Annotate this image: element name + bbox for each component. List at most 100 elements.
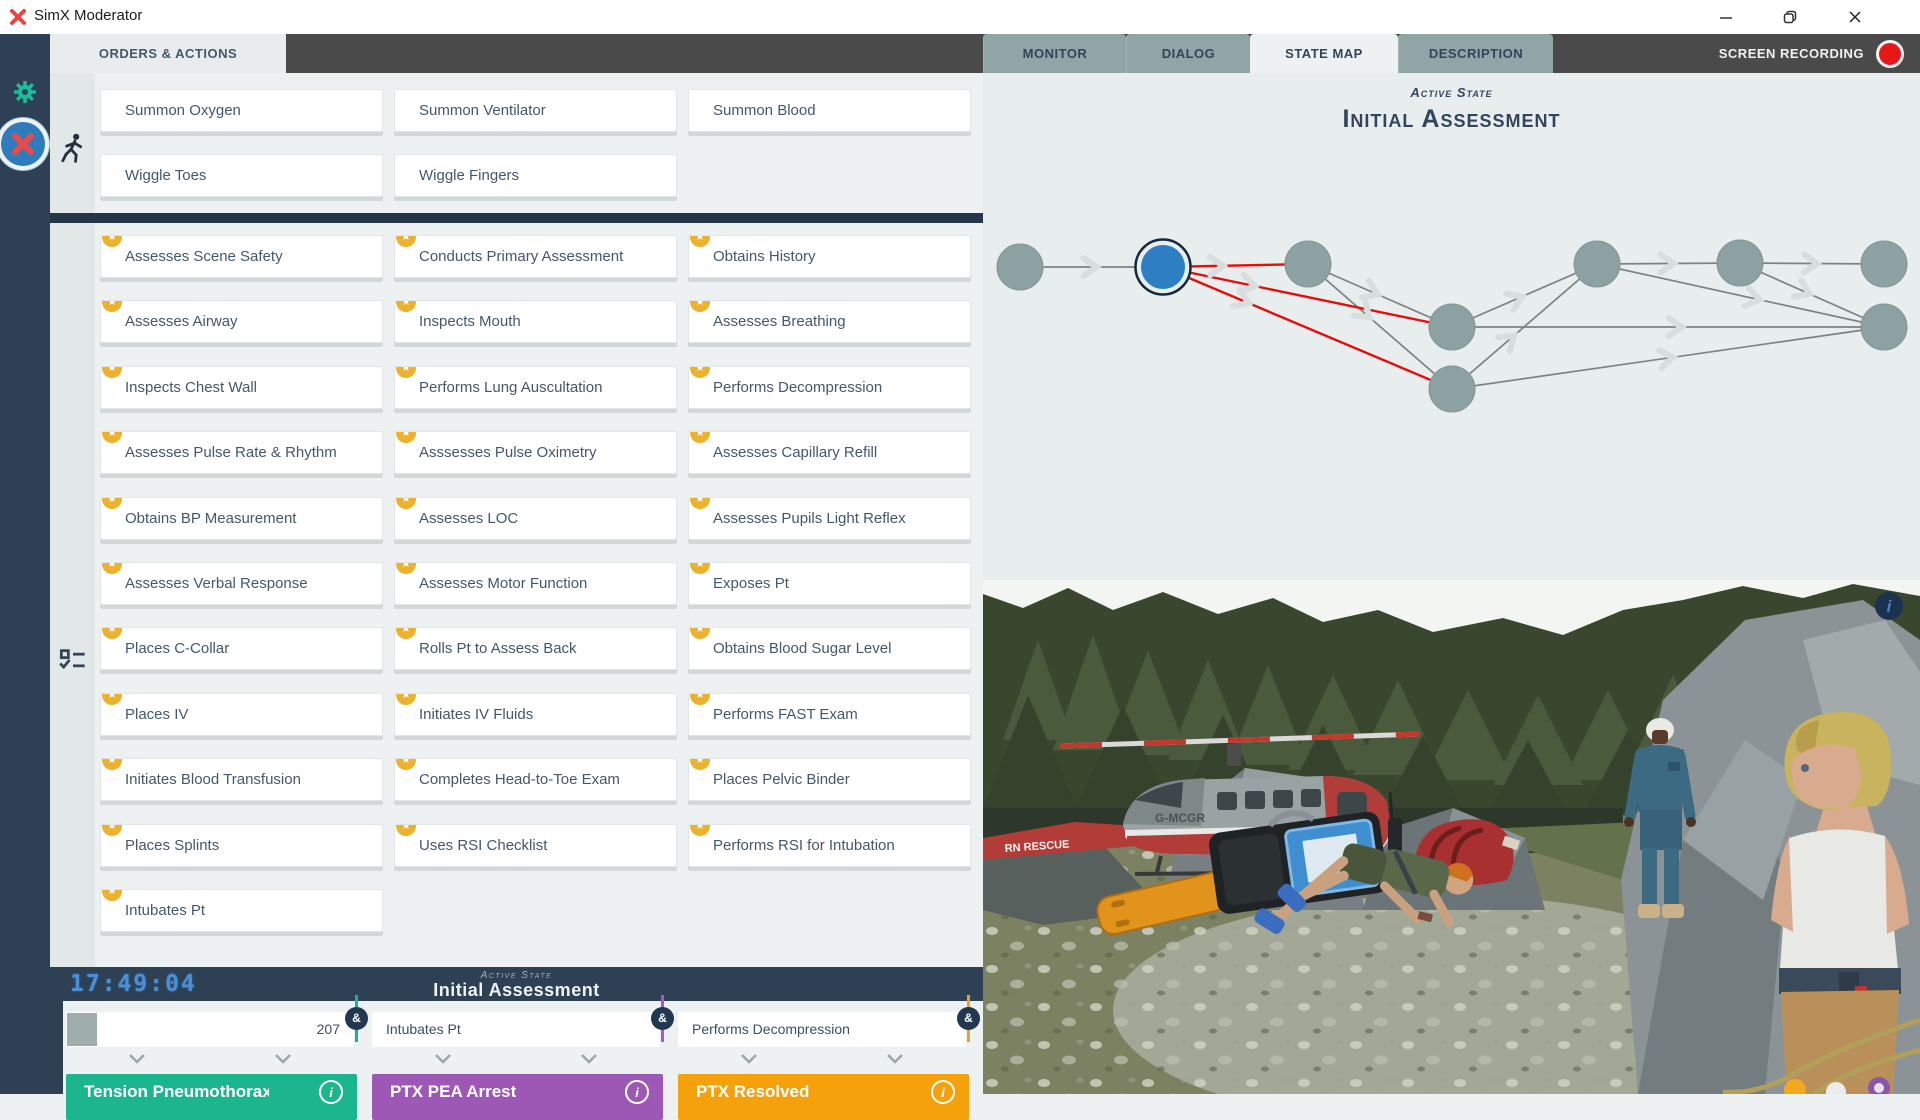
- order-button[interactable]: Summon Ventilator: [394, 89, 677, 132]
- order-label: Assesses Breathing: [713, 313, 846, 331]
- chevron-down-icon[interactable]: [580, 1053, 598, 1064]
- footer-active-state-name: Initial Assessment: [433, 980, 600, 1000]
- minimize-button[interactable]: [1704, 4, 1748, 30]
- tracked-action-button[interactable]: Places Splints ★: [100, 823, 383, 867]
- state-node[interactable]: [1284, 240, 1332, 288]
- tracked-action-button[interactable]: Assesses Motor Function ★: [394, 562, 677, 605]
- info-icon[interactable]: i: [625, 1080, 649, 1104]
- transition-slot[interactable]: Performs Decompression: [678, 1012, 966, 1047]
- scene-info-icon[interactable]: i: [1875, 592, 1903, 620]
- state-card[interactable]: Tension Pneumothorax i: [66, 1074, 357, 1120]
- window-title: SimX Moderator: [34, 7, 143, 24]
- tracked-action-button[interactable]: Assesses LOC ★: [394, 496, 677, 540]
- info-icon[interactable]: i: [931, 1080, 955, 1104]
- tracked-action-button[interactable]: Inspects Mouth ★: [394, 300, 677, 344]
- tracked-action-button[interactable]: Assesses Breathing ★: [688, 300, 971, 344]
- state-node-active[interactable]: [1134, 238, 1192, 296]
- order-label: Performs Decompression: [713, 378, 883, 396]
- chevron-down-icon[interactable]: [128, 1053, 146, 1064]
- tracked-action-button[interactable]: Places IV ★: [100, 692, 383, 736]
- tracked-action-button[interactable]: Assesses Scene Safety ★: [100, 235, 383, 278]
- chevron-down-icon[interactable]: [434, 1053, 452, 1064]
- tracked-action-button[interactable]: Conducts Primary Assessment ★: [394, 235, 677, 278]
- order-button[interactable]: Wiggle Toes: [100, 154, 383, 197]
- tracked-action-button[interactable]: Performs Lung Auscultation ★: [394, 365, 677, 409]
- climbing-rope: [1722, 1017, 1920, 1094]
- star-badge-icon: ★: [396, 366, 416, 378]
- state-node[interactable]: [1428, 303, 1476, 351]
- walkie-talkie: [1388, 791, 1402, 858]
- info-icon[interactable]: i: [319, 1080, 343, 1104]
- transition-slot[interactable]: 207: [66, 1012, 354, 1047]
- tracked-action-button[interactable]: Initiates IV Fluids ★: [394, 692, 677, 736]
- tab-dialog[interactable]: DIALOG: [1126, 34, 1250, 73]
- chevron-down-icon[interactable]: [886, 1053, 904, 1064]
- tracked-action-button[interactable]: Obtains History ★: [688, 235, 971, 278]
- state-card[interactable]: PTX Resolved i: [678, 1074, 969, 1120]
- transition-slot[interactable]: Intubates Pt: [372, 1012, 660, 1047]
- order-label: Initiates Blood Transfusion: [125, 771, 301, 789]
- minimize-icon: [1720, 17, 1732, 19]
- moderator-x-badge[interactable]: [0, 118, 49, 170]
- chevron-down-icon[interactable]: [274, 1053, 292, 1064]
- checklist-actions-icon[interactable]: [59, 645, 87, 675]
- tracked-action-button[interactable]: Rolls Pt to Assess Back ★: [394, 627, 677, 671]
- helicopter-tail-boom: [983, 822, 1137, 860]
- order-label: Obtains BP Measurement: [125, 509, 297, 527]
- state-map-panel: Active State Initial Assessment: [983, 73, 1920, 580]
- state-node[interactable]: [1860, 240, 1908, 288]
- tracked-action-button[interactable]: Places Pelvic Binder ★: [688, 758, 971, 802]
- restore-button[interactable]: [1768, 4, 1812, 30]
- state-card[interactable]: PTX PEA Arrest i: [372, 1074, 663, 1120]
- edge-direction-chevron-icon: [1350, 298, 1374, 321]
- tracked-action-button[interactable]: Performs FAST Exam ★: [688, 692, 971, 736]
- close-button[interactable]: [1833, 4, 1877, 30]
- tab-state-map[interactable]: STATE MAP: [1250, 34, 1398, 73]
- tracked-action-button[interactable]: Obtains Blood Sugar Level ★: [688, 627, 971, 671]
- tracked-action-button[interactable]: Assesses Pupils Light Reflex ★: [688, 496, 971, 540]
- record-button[interactable]: [1876, 39, 1904, 68]
- tracked-action-button[interactable]: Exposes Pt ★: [688, 562, 971, 605]
- chevron-down-icon[interactable]: [740, 1053, 758, 1064]
- tracked-action-button[interactable]: Obtains BP Measurement ★: [100, 496, 383, 540]
- order-label: Performs RSI for Intubation: [713, 836, 895, 854]
- tracked-action-button[interactable]: Initiates Blood Transfusion ★: [100, 758, 383, 802]
- tab-orders-actions[interactable]: ORDERS & ACTIONS: [50, 34, 286, 73]
- tracked-action-button[interactable]: Performs Decompression ★: [688, 365, 971, 409]
- gear-icon[interactable]: [13, 80, 37, 104]
- tracked-action-button[interactable]: Uses RSI Checklist ★: [394, 823, 677, 867]
- tracked-action-button[interactable]: Places C-Collar ★: [100, 627, 383, 671]
- close-icon: [1849, 11, 1861, 23]
- motor-actions-icon[interactable]: [59, 131, 87, 165]
- tracked-action-button[interactable]: Completes Head-to-Toe Exam ★: [394, 758, 677, 802]
- tab-description[interactable]: DESCRIPTION: [1398, 34, 1553, 73]
- order-label: Exposes Pt: [713, 575, 789, 592]
- restore-icon: [1783, 10, 1797, 24]
- tracked-action-button[interactable]: Performs RSI for Intubation ★: [688, 823, 971, 867]
- tracked-action-button[interactable]: Assesses Pulse Rate & Rhythm ★: [100, 431, 383, 475]
- helicopter-registration: G-MCGR: [1155, 811, 1205, 825]
- order-button[interactable]: Summon Blood: [688, 89, 971, 132]
- tracked-action-button[interactable]: Asssesses Pulse Oximetry ★: [394, 431, 677, 475]
- state-node[interactable]: [996, 243, 1044, 291]
- tracked-action-button[interactable]: Assesses Capillary Refill ★: [688, 431, 971, 475]
- and-connector-badge[interactable]: &: [957, 1007, 980, 1030]
- state-node-circle: [996, 243, 1044, 291]
- state-node[interactable]: [1716, 239, 1764, 287]
- edge-direction-chevron-icon: [1657, 251, 1679, 276]
- tracked-action-button[interactable]: Assesses Verbal Response ★: [100, 562, 383, 605]
- tab-monitor[interactable]: MONITOR: [983, 34, 1126, 73]
- state-node[interactable]: [1860, 303, 1908, 351]
- and-connector-badge[interactable]: &: [345, 1007, 368, 1030]
- and-connector-badge[interactable]: &: [651, 1007, 674, 1030]
- state-node[interactable]: [1428, 365, 1476, 413]
- order-button[interactable]: Summon Oxygen: [100, 89, 383, 132]
- star-badge-icon: ★: [690, 301, 710, 313]
- order-label: Intubates Pt: [125, 902, 206, 919]
- screen-recording-label: SCREEN RECORDING: [1718, 46, 1864, 61]
- state-node[interactable]: [1573, 240, 1621, 288]
- tracked-action-button[interactable]: Assesses Airway ★: [100, 300, 383, 344]
- order-button[interactable]: Wiggle Fingers: [394, 154, 677, 197]
- tracked-action-button[interactable]: Inspects Chest Wall ★: [100, 365, 383, 409]
- tracked-action-button[interactable]: Intubates Pt ★: [100, 889, 383, 932]
